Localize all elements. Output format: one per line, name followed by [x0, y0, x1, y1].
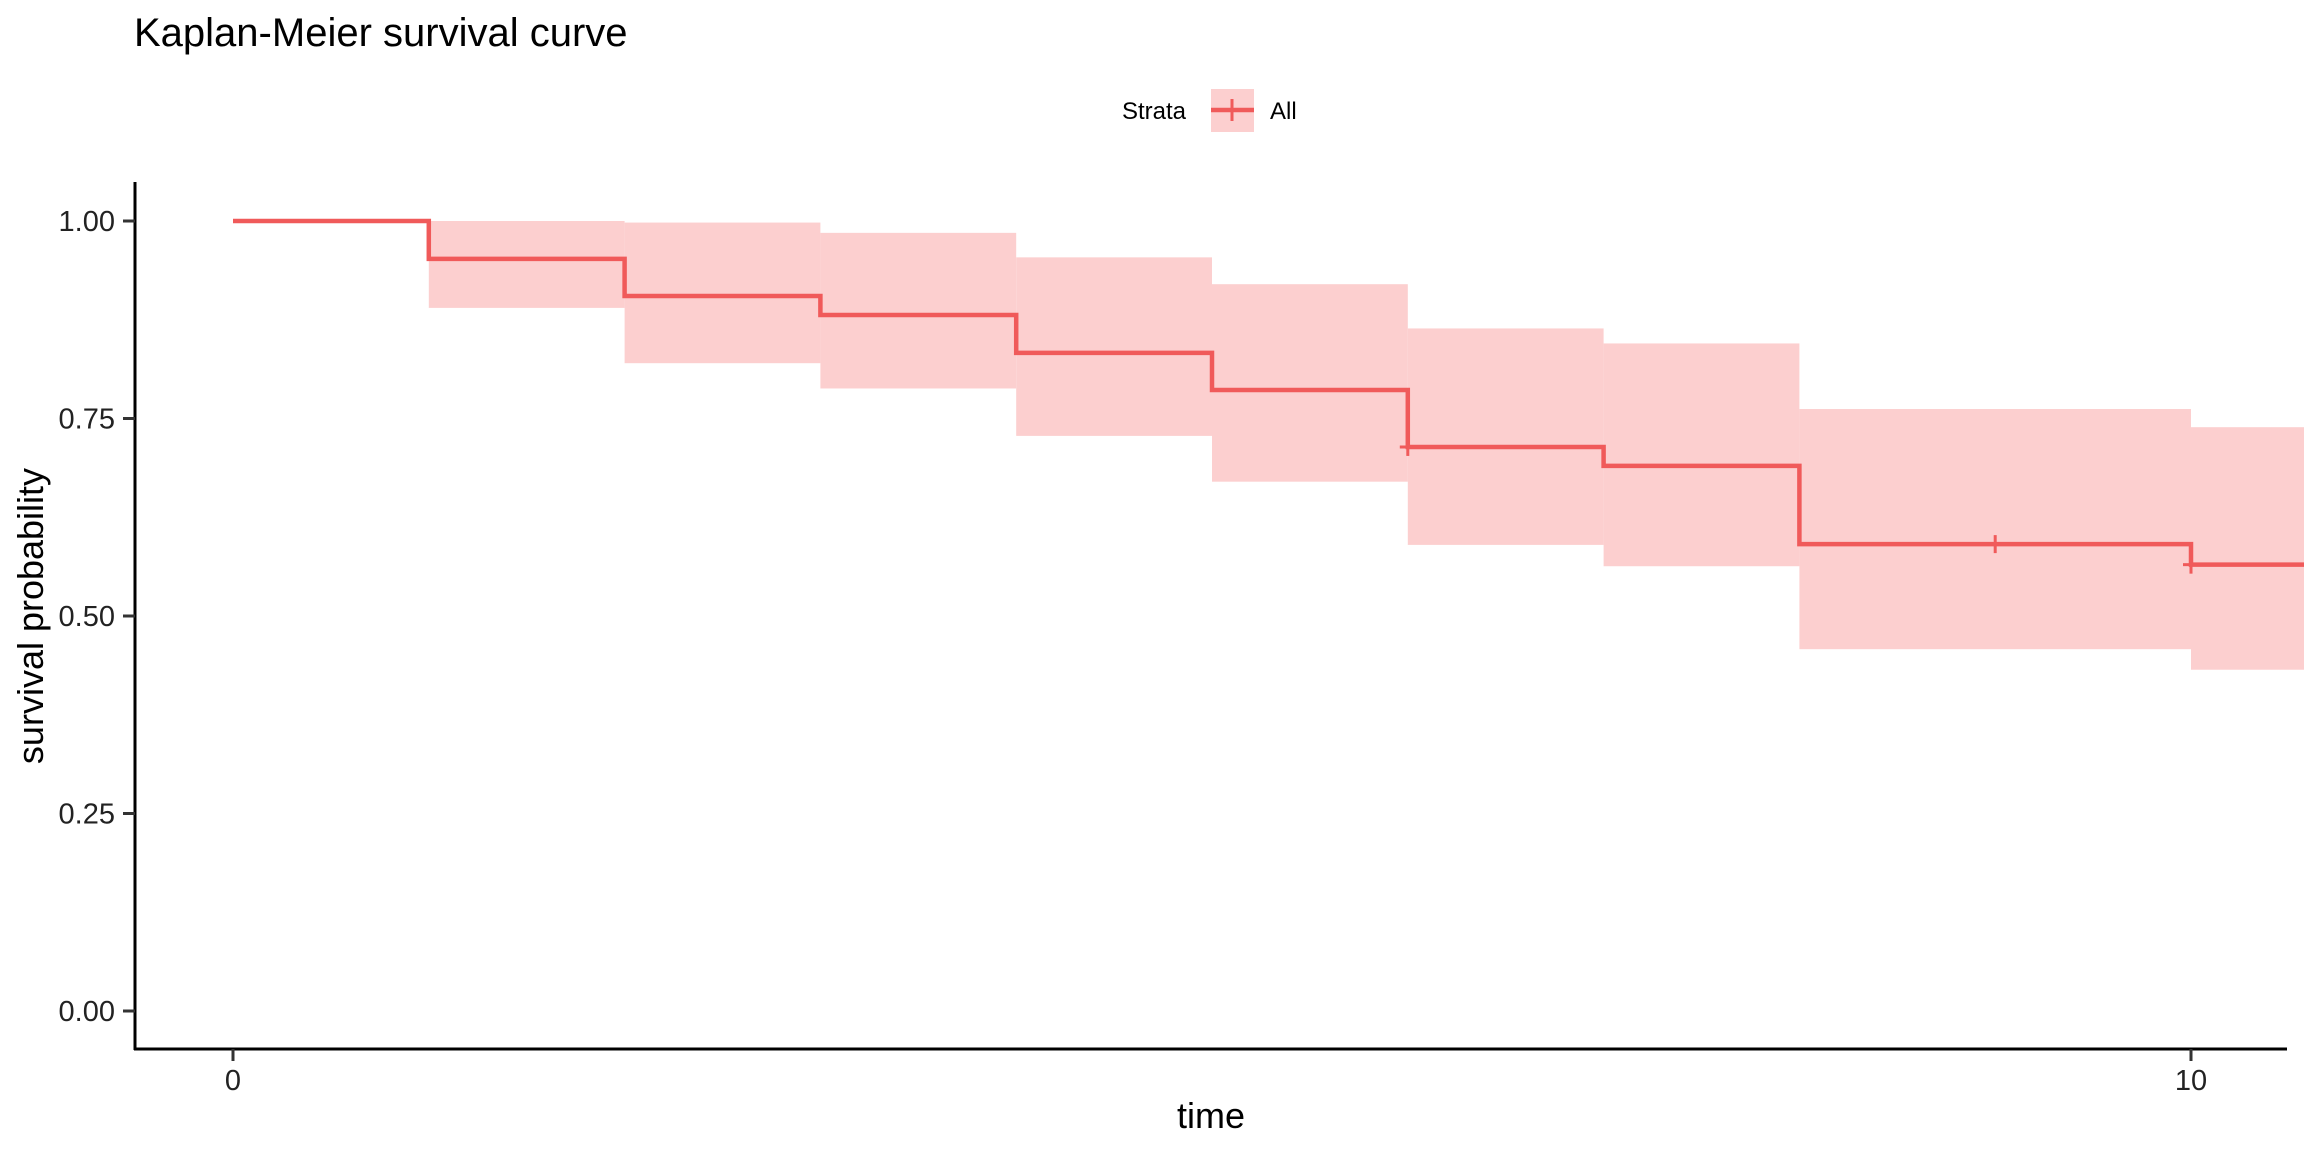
ci-band-segment	[1212, 284, 1408, 482]
x-axis-ticks: 010203040	[225, 1049, 2207, 1097]
y-axis-title: survival probability	[10, 468, 51, 764]
ci-band-segment	[1603, 343, 1800, 567]
ci-band-segment	[1799, 409, 2191, 650]
y-axis-ticks: 0.00 0.25 0.50 0.75 1.00	[59, 206, 135, 1028]
y-tick-label: 0.25	[59, 799, 115, 831]
y-tick-label: 0.75	[59, 404, 115, 436]
ci-band-segment	[624, 222, 821, 364]
legend: Strata All	[1122, 89, 1297, 132]
x-tick-label: 10	[2175, 1065, 2207, 1097]
plot-area	[233, 218, 2304, 670]
ci-band-segment	[2191, 427, 2304, 670]
ci-band-segment	[1407, 328, 1604, 545]
y-tick-label: 0.50	[59, 601, 115, 633]
legend-title: Strata	[1122, 98, 1187, 125]
x-axis-title: time	[1177, 1095, 1245, 1136]
chart-title: Kaplan-Meier survival curve	[134, 11, 628, 55]
y-tick-label: 0.00	[59, 996, 115, 1028]
ci-band-segment	[428, 221, 625, 308]
ci-band-segment	[1016, 257, 1212, 436]
x-tick-label: 0	[225, 1065, 241, 1097]
y-tick-label: 1.00	[59, 206, 115, 238]
legend-entry-all: All	[1270, 98, 1297, 125]
ci-band-segment	[820, 232, 1017, 389]
survival-step-line	[233, 218, 2304, 567]
